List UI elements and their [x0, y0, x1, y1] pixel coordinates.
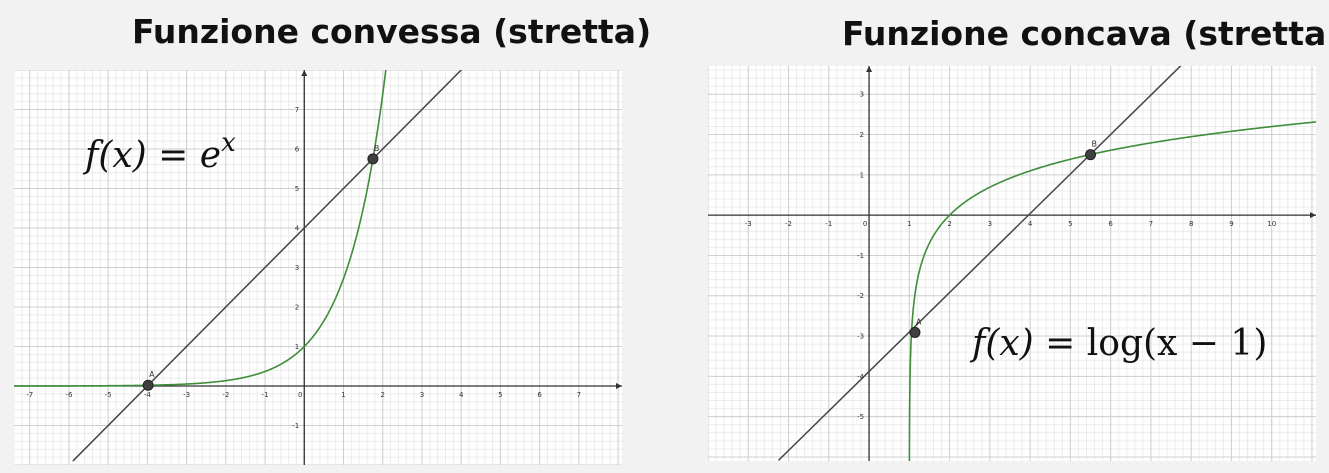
x-tick-label: 4	[1028, 220, 1033, 228]
y-tick-label: 2	[860, 131, 864, 139]
point-b	[1085, 149, 1097, 161]
x-tick-label: 1	[907, 220, 911, 228]
x-tick-label: 9	[1229, 220, 1233, 228]
tangent-line	[777, 66, 1182, 461]
y-axis-arrow	[866, 66, 873, 72]
y-tick-label: 6	[295, 146, 300, 154]
chart-title-concave: Funzione concava (stretta)	[842, 14, 1329, 53]
x-tick-label: -1	[825, 220, 832, 228]
y-tick-label: -1	[857, 252, 864, 260]
x-tick-label: -2	[785, 220, 792, 228]
formula-exp-lhs: f(x) = e	[85, 135, 222, 176]
x-tick-label: 5	[498, 391, 502, 399]
x-tick-label: -4	[144, 391, 152, 399]
point-b	[367, 153, 379, 165]
y-tick-label: 3	[295, 264, 299, 272]
x-axis-arrow	[616, 383, 622, 389]
y-tick-label: -3	[857, 333, 864, 341]
formula-log: f(x) = log(x − 1)	[972, 323, 1267, 364]
y-tick-label: 2	[295, 304, 299, 312]
concave-plot: -3 -2 -1 0 1 2 3 4 5 6 7 8 9 10 -5 -4 -3 -2 -1 1 2 3 A B	[708, 66, 1316, 461]
y-tick-label: -5	[857, 413, 864, 421]
formula-log-fn: log(x − 1)	[1086, 323, 1268, 364]
formula-log-lhs: f(x) =	[972, 323, 1087, 364]
x-tick-label: 8	[1189, 220, 1193, 228]
x-tick-label: 6	[1108, 220, 1113, 228]
point-label: A	[149, 370, 155, 379]
point-label: A	[916, 317, 922, 326]
y-tick-label: -4	[857, 373, 865, 381]
formula-exp-exponent: x	[221, 128, 236, 158]
y-tick-label: 1	[860, 171, 864, 179]
x-tick-label: 2	[380, 391, 384, 399]
point-a	[142, 379, 154, 391]
x-tick-label: 3	[420, 391, 424, 399]
point-a	[909, 326, 921, 338]
x-tick-label: 5	[1068, 220, 1072, 228]
x-tick-label: 3	[988, 220, 992, 228]
x-tick-label: -2	[222, 391, 229, 399]
y-tick-label: 7	[295, 106, 299, 114]
y-tick-label: 1	[295, 343, 299, 351]
function-curve	[14, 70, 387, 387]
y-tick-label: 3	[860, 91, 864, 99]
convex-plot-panel[interactable]: -7 -6 -5 -4 -3 -2 -1 0 1 2 3 4 5 6 7 -1 1 2 3 4 5 6 7 A B	[14, 70, 622, 465]
x-tick-label: 7	[1149, 220, 1153, 228]
x-tick-label: 7	[577, 391, 581, 399]
x-tick-label: -3	[745, 220, 752, 228]
point-label: B	[374, 144, 380, 153]
function-curve	[908, 121, 1316, 461]
x-axis-arrow	[1310, 212, 1316, 219]
x-tick-label: 10	[1267, 220, 1276, 228]
x-tick-label: 0	[863, 220, 867, 228]
x-tick-label: 2	[947, 220, 951, 228]
x-tick-label: -5	[105, 391, 112, 399]
formula-exp: f(x) = ex	[85, 128, 236, 176]
x-tick-label: -7	[26, 391, 33, 399]
x-tick-label: 0	[298, 391, 302, 399]
tangent-line	[72, 70, 463, 462]
x-tick-label: 1	[341, 391, 345, 399]
x-tick-label: 4	[459, 391, 464, 399]
x-tick-label: -1	[262, 391, 269, 399]
y-tick-label: -2	[857, 292, 864, 300]
point-label: B	[1092, 140, 1098, 149]
x-tick-label: -6	[65, 391, 73, 399]
y-tick-label: 5	[295, 185, 299, 193]
y-axis-arrow	[301, 70, 308, 76]
chart-title-convex: Funzione convessa (stretta)	[132, 12, 652, 51]
convex-plot: -7 -6 -5 -4 -3 -2 -1 0 1 2 3 4 5 6 7 -1 1 2 3 4 5 6 7 A B	[14, 70, 622, 465]
x-tick-label: 6	[537, 391, 542, 399]
x-tick-label: -3	[183, 391, 190, 399]
y-tick-label: 4	[295, 225, 300, 233]
y-tick-label: -1	[292, 422, 299, 430]
concave-plot-panel[interactable]: -3 -2 -1 0 1 2 3 4 5 6 7 8 9 10 -5 -4 -3 -2 -1 1 2 3 A B	[708, 66, 1316, 461]
